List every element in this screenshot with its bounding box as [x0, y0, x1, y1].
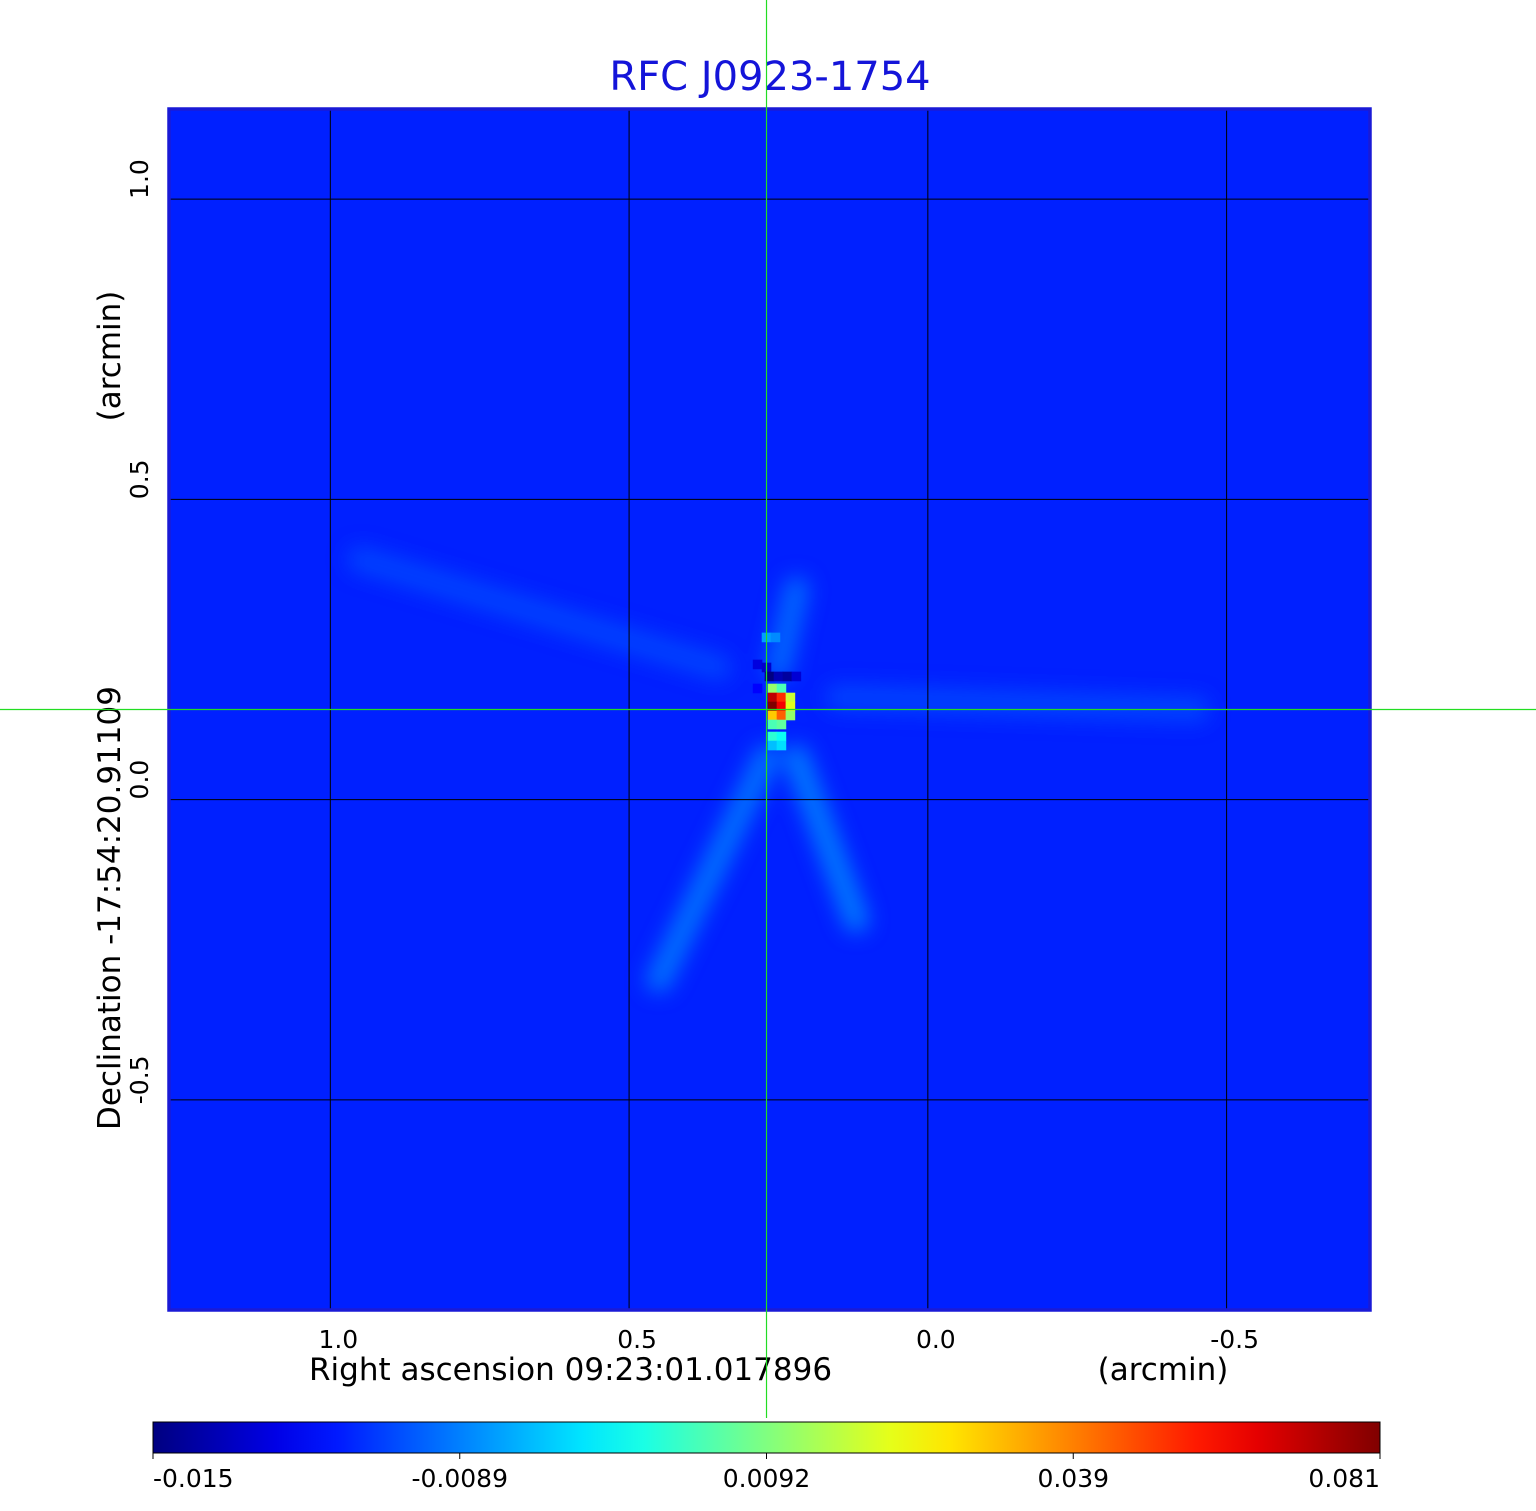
image-pixel [785, 701, 796, 712]
image-pixel [767, 740, 778, 751]
sidelobe-streak [825, 684, 1210, 723]
image-pixel [767, 701, 778, 712]
sidelobe-streaks [347, 546, 1210, 993]
image-pixel [752, 659, 763, 670]
colorbar [152, 1421, 1381, 1454]
colorbar-tick-labels: -0.015 -0.0089 0.0092 0.039 0.081 [152, 1453, 1381, 1493]
sidelobe-streak [783, 744, 870, 933]
x-axis-unit: (arcmin) [1098, 1352, 1229, 1388]
image-pixel [764, 671, 775, 682]
image-pixel [767, 731, 778, 742]
y-axis-unit: (arcmin) [92, 291, 128, 422]
image-pixel [767, 710, 778, 721]
image-pixel [773, 671, 784, 682]
image-pixel [782, 671, 793, 682]
x-tick-label: 0.0 [916, 1325, 956, 1354]
crosshair [0, 0, 1536, 1418]
image-pixel [791, 671, 802, 682]
x-tick-label: 1.0 [318, 1325, 358, 1354]
x-tick-labels: 1.0 0.5 0.0 -0.5 [318, 1325, 1259, 1354]
y-tick-label: 0.5 [125, 459, 154, 499]
sidelobe-streak [645, 744, 780, 993]
colorbar-tick-label: 0.081 [1308, 1464, 1380, 1493]
image-pixel [752, 683, 763, 694]
source-pixels [752, 632, 802, 751]
image-pixel [776, 701, 787, 712]
sidelobe-streak [765, 576, 810, 681]
x-tick-label: -0.5 [1210, 1325, 1259, 1354]
colorbar-tick-label: 0.039 [1037, 1464, 1109, 1493]
image-pixel [767, 692, 778, 703]
image-pixel [767, 683, 778, 694]
y-tick-label: 1.0 [125, 159, 154, 199]
image-pixel [767, 719, 778, 730]
image-pixel [770, 632, 781, 643]
x-axis-label: Right ascension 09:23:01.017896 [309, 1352, 832, 1388]
colorbar-tick-label: 0.0092 [723, 1464, 810, 1493]
y-axis-label: Declination -17:54:20.91109 [92, 686, 128, 1130]
colorbar-tick-label: -0.015 [153, 1464, 234, 1493]
image-pixel [785, 710, 796, 721]
image-pixel [776, 683, 787, 694]
sidelobe-streak [347, 546, 732, 681]
colorbar-tick-label: -0.0089 [412, 1464, 509, 1493]
image-pixel [776, 719, 787, 730]
image-pixel [776, 692, 787, 703]
y-tick-labels: 1.0 0.5 0.0 -0.5 [125, 159, 154, 1104]
image-pixel [785, 692, 796, 703]
chart-title: RFC J0923-1754 [609, 54, 930, 100]
image-pixel [776, 710, 787, 721]
y-tick-label: 0.0 [125, 760, 154, 800]
x-tick-label: 0.5 [617, 1325, 657, 1354]
y-tick-label: -0.5 [125, 1055, 154, 1104]
image-pixel [776, 731, 787, 742]
image-pixel [776, 740, 787, 751]
